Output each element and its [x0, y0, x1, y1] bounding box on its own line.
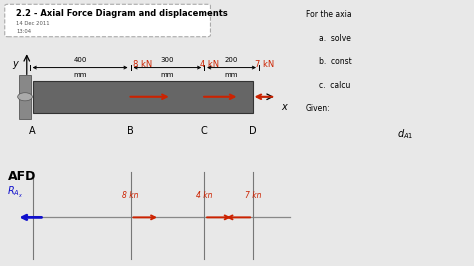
Text: 7 kn: 7 kn — [245, 191, 261, 200]
Text: 13:04: 13:04 — [17, 29, 32, 34]
Text: 8 kn: 8 kn — [122, 191, 139, 200]
Text: a.  solve: a. solve — [319, 34, 351, 43]
Text: 200: 200 — [225, 57, 238, 63]
Text: AFD: AFD — [8, 171, 36, 184]
Text: For the axia: For the axia — [306, 10, 351, 19]
Text: $R_{A_x}$: $R_{A_x}$ — [7, 185, 23, 200]
Text: mm: mm — [161, 72, 174, 78]
Text: 14 Dec 2011: 14 Dec 2011 — [17, 20, 50, 26]
Text: x: x — [281, 102, 287, 112]
Text: B: B — [127, 126, 134, 136]
Text: 8 kN: 8 kN — [133, 60, 152, 69]
Text: c.  calcu: c. calcu — [319, 81, 350, 90]
Text: D: D — [249, 126, 257, 136]
Text: 7 kN: 7 kN — [255, 60, 274, 69]
Text: 300: 300 — [161, 57, 174, 63]
Text: 400: 400 — [73, 57, 87, 63]
Bar — [33, 81, 253, 113]
Text: Given:: Given: — [306, 104, 330, 113]
Text: b.  const: b. const — [319, 57, 352, 66]
Text: $d_{A1}$: $d_{A1}$ — [397, 128, 413, 142]
Text: A: A — [29, 126, 36, 136]
Text: 2.2 - Axial Force Diagram and displacements: 2.2 - Axial Force Diagram and displaceme… — [17, 9, 228, 18]
Text: mm: mm — [73, 72, 87, 78]
Text: y: y — [12, 59, 18, 69]
Text: 4 kn: 4 kn — [196, 191, 212, 200]
Text: 4 kN: 4 kN — [201, 60, 219, 69]
FancyBboxPatch shape — [5, 4, 210, 37]
Circle shape — [18, 93, 32, 101]
Bar — [19, 75, 31, 119]
Text: mm: mm — [225, 72, 238, 78]
Text: C: C — [201, 126, 208, 136]
